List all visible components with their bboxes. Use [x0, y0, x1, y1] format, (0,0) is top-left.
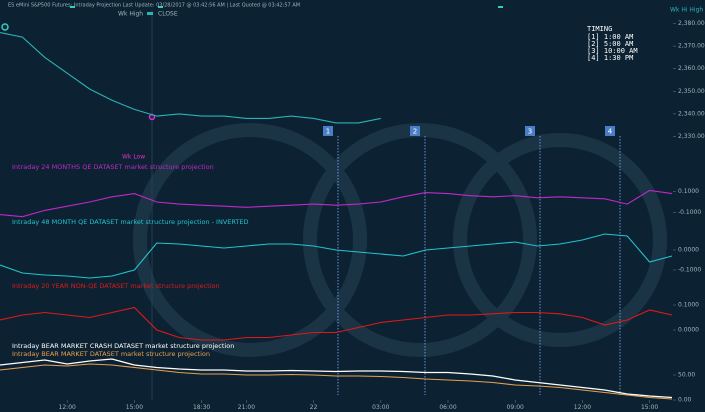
x-tick-label: 06:00	[439, 404, 456, 411]
y-tick-label: 0.00	[678, 397, 692, 404]
y-tick-label: 0.1000	[678, 302, 699, 309]
line-series	[0, 189, 673, 218]
y-tick-label: 2,360.00	[678, 65, 705, 72]
legend-swatch	[147, 12, 153, 15]
panel-label: Intraday BEAR MARKET CRASH DATASET marke…	[12, 342, 234, 350]
x-tick-label: 12:00	[574, 404, 591, 411]
y-tick-label: 2,350.00	[678, 88, 705, 95]
line-series	[0, 363, 673, 400]
timing-marker	[525, 126, 535, 136]
timing-item: [2] 5:00 AM	[587, 40, 633, 48]
annotation: Wk Low	[122, 154, 145, 161]
line-series	[0, 32, 381, 124]
timing-item: [1] 1:00 AM	[587, 33, 633, 41]
y-tick-label: -0.1000	[678, 267, 701, 274]
x-tick-label: 22	[310, 404, 318, 411]
dash	[158, 6, 163, 8]
timing-marker	[323, 126, 333, 136]
annotation: Wk High	[118, 11, 143, 18]
panel-label: Intraday 48 MONTH QE DATASET market stru…	[12, 218, 249, 226]
y-tick-label: -0.1000	[678, 209, 701, 216]
x-tick-label: 18:30	[193, 404, 210, 411]
x-tick-label: 21:00	[238, 404, 255, 411]
timing-item: [3] 10:00 AM	[587, 47, 638, 55]
timing-title: TIMING	[587, 25, 612, 33]
panel-label: Intraday 20 YEAR NON-QE DATASET market s…	[12, 282, 220, 290]
y-tick-label: 2,370.00	[678, 43, 705, 50]
panel-label: Intraday 24 MONTHS QE DATASET market str…	[12, 163, 214, 171]
dash	[498, 6, 503, 8]
timing-item: [4] 1:30 PM	[587, 54, 633, 62]
y-tick-label: 50.00	[678, 372, 695, 379]
timing-marker	[605, 126, 615, 136]
timing-marker	[410, 126, 420, 136]
x-tick-label: 15:00	[126, 404, 143, 411]
high-marker	[1, 23, 9, 31]
legend-entry: CLOSE	[158, 11, 178, 18]
y-tick-label: 2,380.00	[678, 20, 705, 27]
line-series	[0, 358, 673, 399]
panel-label: Intraday BEAR MARKET DATASET market stru…	[12, 350, 210, 358]
annotation: Wk Hi High	[670, 7, 703, 14]
y-tick-label: 0.0000	[678, 327, 699, 334]
dash	[70, 6, 75, 8]
timing-marker-label: 3	[528, 128, 532, 136]
y-tick-label: 2,340.00	[678, 110, 705, 117]
timing-marker-label: 4	[608, 128, 613, 136]
x-tick-label: 15:00	[641, 404, 658, 411]
line-series	[0, 306, 673, 341]
y-tick-label: 2,330.00	[678, 133, 705, 140]
timing-box: TIMING [1] 1:00 AM [2] 5:00 AM [3] 10:00…	[587, 25, 638, 62]
x-tick-label: 09:00	[507, 404, 524, 411]
x-tick-label: 03:00	[372, 404, 389, 411]
y-tick-label: 0.1000	[678, 188, 699, 195]
timing-marker-label: 1	[326, 128, 330, 136]
chart-title: ES eMini S&P500 Futures: Intraday Projec…	[8, 3, 300, 9]
x-tick-label: 12:00	[59, 404, 76, 411]
timing-marker-label: 2	[413, 128, 417, 136]
y-tick-label: 0.0000	[678, 247, 699, 254]
line-series	[0, 233, 673, 279]
